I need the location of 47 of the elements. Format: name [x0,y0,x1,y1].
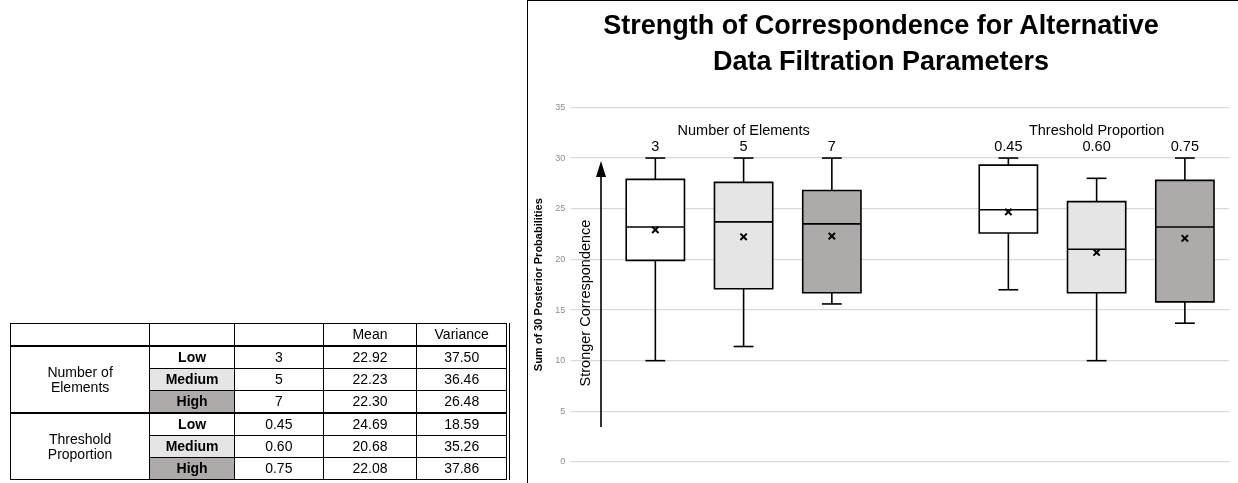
chart-title: Strength of Correspondence for Alternative Data Filtration Parameters [602,9,1160,78]
x-tick-label: 7 [827,138,836,155]
y-tick-label: 0 [560,456,566,467]
x-tick-label: 0.45 [994,138,1023,155]
text: Low [178,416,207,432]
y-axis-title: Sum of 30 Posterior Probabilities [531,198,544,372]
text: 7 [274,393,283,409]
y-tick-label: 5 [560,405,566,416]
text: 37.86 [444,460,480,476]
text: 3 [274,349,283,365]
text: 0.60 [265,438,293,454]
y-tick-label: 15 [555,304,566,315]
y-tick-label: 35 [555,101,566,112]
text: 26.48 [444,393,480,409]
text: Number of Elements [47,363,113,395]
text: 5 [274,371,283,387]
x-tick-label: 0.75 [1170,138,1199,155]
text: 22.23 [352,371,388,387]
text: 0.45 [265,416,293,432]
text: 35.26 [444,438,480,454]
annotation: Threshold Proportion [1028,122,1165,139]
text: Medium [165,371,219,387]
text: 24.69 [352,416,388,432]
text: 36.46 [444,371,480,387]
y-tick-label: 25 [555,203,566,214]
text: 37.50 [444,349,480,365]
text: Low [178,349,207,365]
text: 22.08 [352,460,388,476]
y-tick-label: 30 [555,152,566,163]
annotation: Number of Elements [677,122,810,139]
category-label: Variance [416,323,508,346]
text: Threshold Proportion [47,430,113,462]
text: High [176,460,208,476]
x-tick-label: 0.60 [1082,138,1111,155]
category-label: Mean [323,323,417,346]
text: 20.68 [352,438,388,454]
text: 22.30 [352,393,388,409]
x-tick-label: 5 [739,138,748,155]
text: 22.92 [352,349,388,365]
text: High [176,393,208,409]
text: 18.59 [444,416,480,432]
y-tick-label: 20 [555,253,566,264]
text: Medium [165,438,219,454]
text: 0.75 [265,460,293,476]
y-tick-label: 10 [555,355,566,366]
x-tick-label: 3 [651,138,660,155]
text: Stronger Correspondence [577,219,593,387]
